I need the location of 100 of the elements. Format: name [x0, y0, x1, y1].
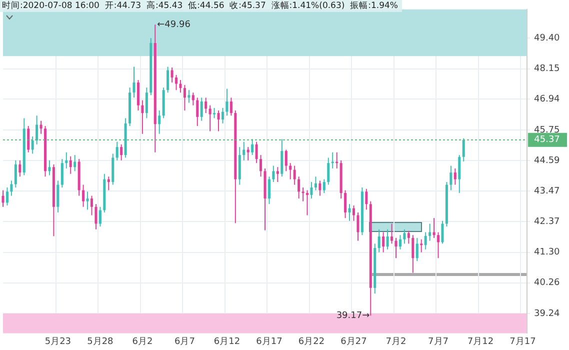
- x-tick-label: 6月12: [214, 336, 240, 347]
- candlestick: [428, 223, 432, 242]
- candlestick: [40, 120, 42, 134]
- y-tick-label: 41.30: [534, 248, 560, 258]
- candlestick: [284, 149, 288, 172]
- candlestick: [436, 232, 440, 259]
- candlestick: [272, 165, 275, 183]
- y-tick-label: 43.47: [534, 186, 560, 196]
- y-tick-label: 39.24: [534, 308, 560, 319]
- candlestick: [260, 154, 262, 178]
- x-tick-label: 6月2: [132, 336, 153, 347]
- candlestick: [255, 141, 258, 164]
- x-tick-label: 6月22: [298, 336, 325, 347]
- candlestick: [306, 190, 309, 216]
- candlestick: [6, 187, 8, 206]
- x-tick-label: 7月7: [428, 336, 448, 347]
- candlestick: [314, 176, 317, 191]
- candlestick: [226, 88, 228, 116]
- candlestick: [145, 87, 148, 119]
- candlestick: [208, 104, 212, 132]
- candlestick: [10, 180, 13, 196]
- candlestick: [196, 97, 199, 127]
- candlestick: [48, 160, 51, 176]
- candlestick: [293, 165, 296, 186]
- x-tick-label: 6月7: [174, 336, 195, 347]
- candlestick: [378, 228, 380, 253]
- candlestick: [98, 206, 102, 228]
- candlestick: [18, 160, 22, 178]
- candlestick: [230, 97, 232, 116]
- candlestick: [246, 146, 250, 161]
- candlestick: [327, 157, 330, 186]
- x-tick-label: 5月23: [44, 336, 72, 347]
- candlestick: [382, 232, 385, 253]
- x-tick-label: 7月17: [510, 336, 536, 347]
- candlestick: [318, 180, 322, 196]
- candlestick: [390, 223, 394, 244]
- candlestick: [458, 154, 461, 194]
- candlestick: [394, 237, 398, 259]
- candlestick: [204, 97, 208, 114]
- candlestick: [132, 66, 136, 98]
- candlestick: [90, 195, 94, 216]
- candlestick: [454, 168, 456, 186]
- candlestick: [188, 90, 190, 104]
- candlestick: [69, 156, 72, 174]
- candlestick: [420, 238, 423, 253]
- chart-title: 时间:2020-07-08 16:00 开:44.73 高:45.43 低:44.56 收:45.37 涨幅:1.41%(0.63) 振幅:1.94%: [2, 0, 398, 12]
- candlestick: [120, 144, 123, 161]
- candlestick: [2, 190, 4, 208]
- candlestick: [407, 230, 410, 244]
- candlestick: [336, 152, 338, 169]
- candlestick: [344, 190, 347, 219]
- candlestick: [14, 160, 17, 188]
- candlestick: [36, 115, 38, 145]
- y-tick-label: 40.26: [534, 278, 560, 288]
- candlestick: [450, 165, 452, 191]
- x-tick-label: 6月17: [256, 336, 282, 347]
- y-tick-label: 44.59: [534, 156, 560, 166]
- candlestick: [242, 141, 246, 161]
- candlestick: [200, 97, 203, 122]
- candlestick: [280, 138, 284, 178]
- ref-line-label: 45.37: [534, 135, 560, 146]
- candlestick: [174, 74, 178, 91]
- candlestick: [60, 158, 64, 188]
- candlestick: [56, 180, 60, 213]
- candlestick: [217, 110, 220, 132]
- candlestick: [141, 100, 144, 134]
- annotation: 39.17→: [336, 311, 370, 322]
- candlestick: [289, 162, 292, 180]
- candlestick: [116, 141, 118, 161]
- candlestick: [462, 138, 465, 162]
- candlestick: [352, 204, 356, 222]
- candlestick: [424, 232, 427, 250]
- candlestick: [412, 234, 414, 274]
- x-tick-label: 5月28: [87, 336, 114, 347]
- candlestick: [302, 187, 304, 202]
- x-tick-label: 7月2: [386, 336, 406, 347]
- x-tick-label: 7月12: [467, 336, 494, 347]
- candlestick: [166, 66, 170, 94]
- y-tick-label: 46.94: [534, 94, 560, 105]
- candlestick: [179, 80, 182, 94]
- candlestick: [331, 152, 334, 169]
- y-tick-label: 45.75: [534, 125, 560, 136]
- y-tick-label: 42.37: [534, 217, 560, 228]
- candlestick: [365, 188, 368, 210]
- candlestick: [268, 176, 270, 205]
- candlestick: [74, 154, 76, 172]
- candlestick: [432, 218, 436, 238]
- candlestick: [416, 237, 418, 262]
- candlestick: [136, 80, 140, 111]
- candlestick: [94, 204, 98, 230]
- candlestick: [276, 166, 279, 183]
- candlestick: [213, 107, 216, 119]
- candlestick: [86, 191, 89, 210]
- y-tick-label: 49.40: [534, 33, 560, 44]
- candlestick: [386, 228, 389, 250]
- candlestick: [192, 92, 194, 106]
- candlestick: [403, 228, 406, 244]
- candlestick: [322, 178, 326, 194]
- candlestick: [310, 182, 313, 200]
- candlestick: [183, 84, 186, 111]
